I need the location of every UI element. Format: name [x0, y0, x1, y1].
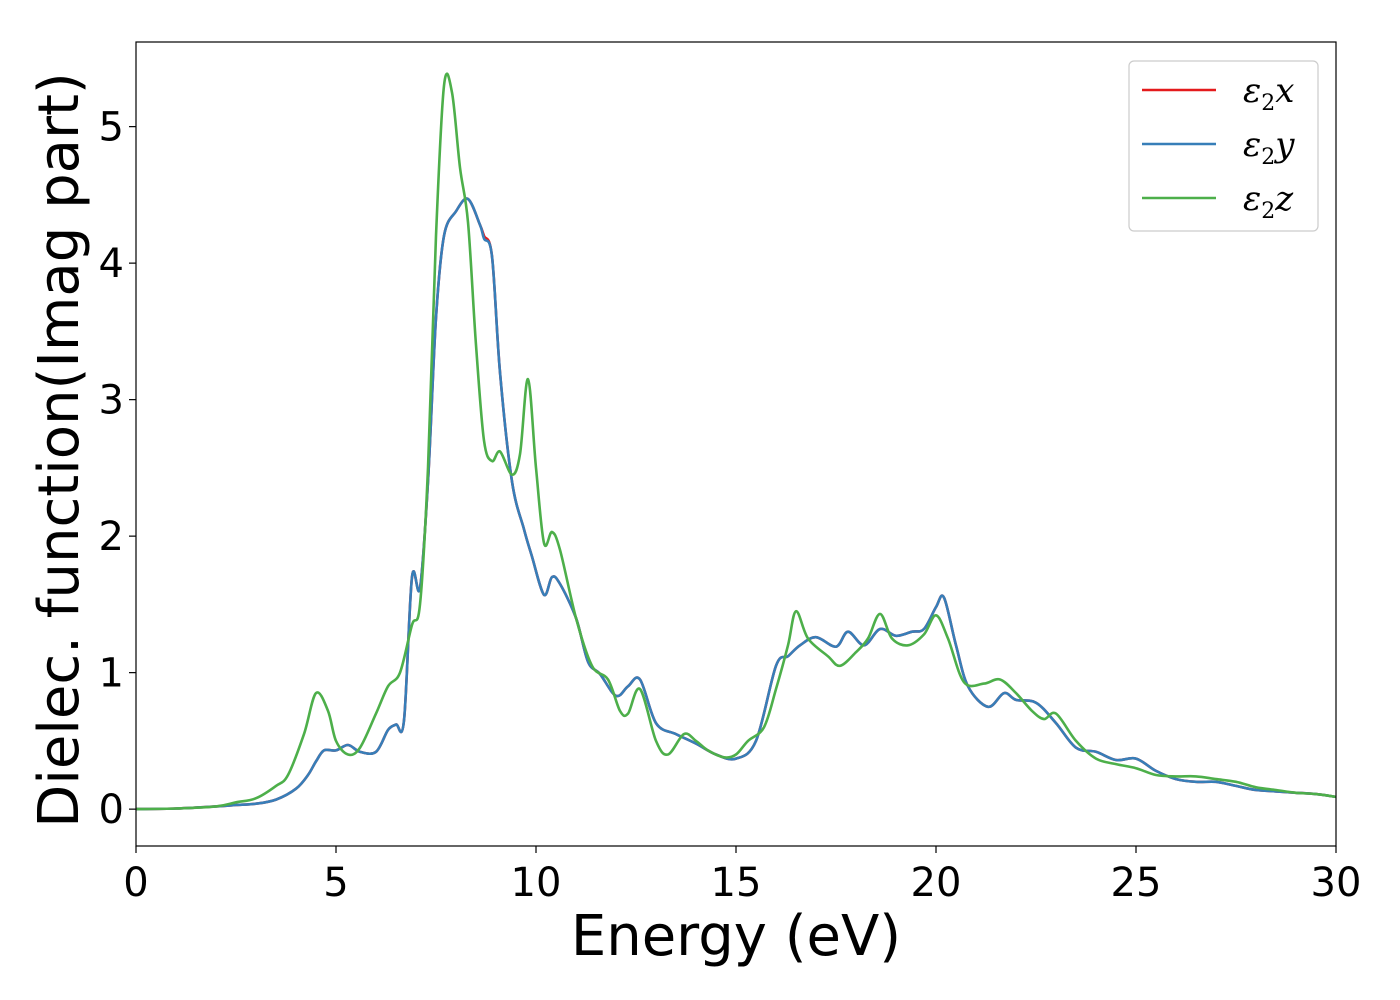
x-axis-title: Energy (eV) [571, 904, 901, 969]
series-line-z [136, 72, 1336, 811]
x-tick-label: 10 [511, 860, 562, 906]
y-tick-label: 2 [99, 514, 124, 560]
y-tick-label: 4 [99, 241, 124, 287]
x-tick-label: 25 [1111, 860, 1162, 906]
legend-label-y: ε2y [1243, 125, 1295, 170]
y-axis: 0 1 2 3 4 5 [99, 105, 136, 833]
y-tick-label: 5 [99, 105, 124, 151]
y-tick-label: 1 [99, 651, 124, 697]
y-tick-label: 3 [99, 378, 124, 424]
y-axis-title: Dielec. function(Imag part) [27, 72, 92, 828]
x-tick-label: 30 [1311, 860, 1362, 906]
series-line-y [136, 197, 1336, 811]
x-tick-label: 15 [711, 860, 762, 906]
legend-box [1128, 60, 1319, 232]
legend-label-z: ε2z [1243, 179, 1294, 224]
legend-label-x: ε2x [1243, 71, 1294, 116]
series-layer [136, 72, 1336, 811]
x-tick-label: 0 [123, 860, 148, 906]
legend: ε2x ε2y ε2z [1128, 60, 1319, 232]
y-tick-label: 0 [99, 787, 124, 833]
x-tick-label: 5 [323, 860, 348, 906]
x-axis: 0 5 10 15 20 25 30 [123, 846, 1361, 906]
x-tick-label: 20 [911, 860, 962, 906]
